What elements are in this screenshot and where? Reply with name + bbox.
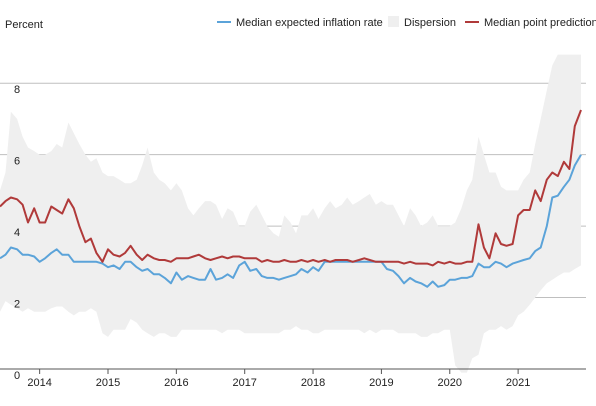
legend: Median expected inflation rate Dispersio… [217, 16, 596, 29]
y-tick-labels: 0 2 4 6 8 [14, 84, 20, 382]
legend-swatch-dispersion [388, 16, 399, 27]
y-tick-label-2: 2 [14, 299, 20, 311]
y-tick-label-4: 4 [14, 227, 20, 239]
y-tick-label-6: 6 [14, 156, 20, 168]
series-lines [0, 109, 582, 288]
x-tick-label-2021: 2021 [506, 377, 530, 389]
x-tick-label-2014: 2014 [27, 377, 51, 389]
x-axis: 2014 2015 2016 2017 2018 2019 2020 2021 [0, 368, 586, 389]
x-tick-label-2019: 2019 [369, 377, 393, 389]
x-tick-label-2018: 2018 [301, 377, 325, 389]
legend-label-median-expected: Median expected inflation rate [236, 17, 383, 29]
median-point-line [0, 109, 582, 267]
x-tick-label-2016: 2016 [164, 377, 188, 389]
legend-label-median-point: Median point prediction [484, 17, 596, 29]
dispersion-band-layer [0, 54, 581, 373]
x-tick-label-2020: 2020 [438, 377, 462, 389]
dispersion-band [0, 54, 581, 373]
median-expected-line [0, 154, 582, 288]
legend-label-dispersion: Dispersion [404, 17, 456, 29]
y-tick-label-8: 8 [14, 84, 20, 96]
x-tick-label-2015: 2015 [96, 377, 120, 389]
y-axis-label: Percent [5, 19, 43, 31]
y-tick-label-0: 0 [14, 370, 20, 382]
x-tick-label-2017: 2017 [232, 377, 256, 389]
